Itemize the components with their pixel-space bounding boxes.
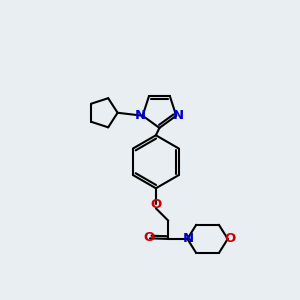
Text: N: N — [182, 232, 194, 245]
Text: N: N — [173, 109, 184, 122]
Text: O: O — [150, 198, 161, 211]
Text: N: N — [135, 109, 146, 122]
Text: O: O — [143, 231, 154, 244]
Text: O: O — [224, 232, 236, 245]
